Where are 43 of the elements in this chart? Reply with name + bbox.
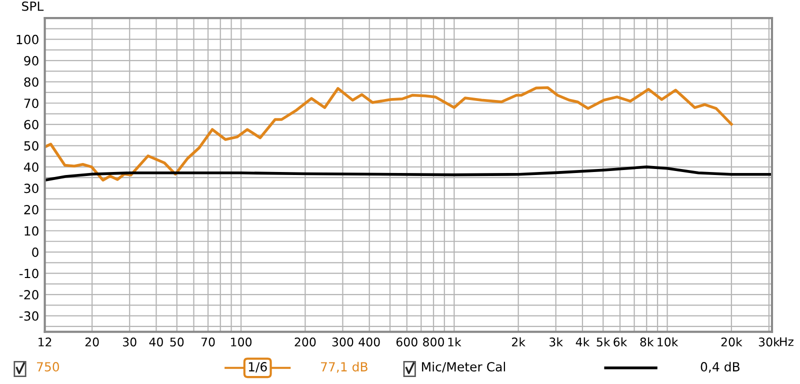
y-tick-label: 40: [24, 162, 38, 172]
x-tick-label: 600: [396, 338, 418, 346]
x-tick-label: 200: [294, 338, 316, 346]
x-tick-label: 4k: [576, 337, 590, 346]
text: Mic/Meter Cal: [422, 362, 506, 372]
y-tick-label: 20: [24, 204, 38, 214]
x-tick-label: 5k: [596, 337, 610, 346]
y-tick-label: -20: [19, 290, 38, 300]
x-tick-label: 40: [149, 338, 163, 346]
x-tick-label: 100: [231, 338, 252, 346]
x-tick-label: 400: [358, 338, 380, 346]
x-tick-label: 30k: [758, 337, 780, 346]
y-tick-label: -30: [19, 311, 38, 321]
x-tick-label: 300: [332, 338, 354, 346]
y-tick-label: 90: [24, 56, 38, 66]
text: 750: [37, 362, 60, 372]
y-axis-title: SPL: [22, 1, 44, 11]
text: 1/6: [248, 362, 267, 372]
x-axis-title: Hz: [780, 337, 794, 346]
y-tick-label: 30: [24, 184, 38, 194]
y-tick-label: 10: [24, 226, 38, 236]
x-tick-label: 30: [122, 338, 136, 346]
x-tick-label: 20k: [721, 337, 742, 346]
y-tick-label: 100: [16, 34, 38, 44]
y-tick-label: 70: [24, 98, 38, 108]
x-tick-label: 20: [85, 338, 99, 346]
y-tick-label: 0: [32, 247, 38, 257]
x-tick-label: 70: [201, 338, 215, 346]
x-tick-label: 1k: [448, 337, 462, 346]
x-tick-label: 6k: [614, 337, 628, 346]
y-tick-label: 50: [24, 141, 38, 151]
x-tick-label: 50: [170, 338, 184, 346]
text: 77,1 dB: [321, 362, 368, 373]
x-tick-label: 10k: [658, 337, 678, 346]
x-tick-label: 12: [38, 338, 52, 346]
x-tick-label: 8k: [640, 337, 654, 346]
y-tick-label: 80: [24, 77, 38, 87]
x-tick-label: 2k: [512, 337, 526, 346]
y-tick-label: 60: [24, 120, 38, 130]
x-tick-label: 800: [423, 338, 444, 346]
text: 0,4 dB: [700, 362, 740, 373]
y-tick-label: -10: [19, 268, 38, 278]
x-tick-label: 3k: [550, 337, 563, 346]
